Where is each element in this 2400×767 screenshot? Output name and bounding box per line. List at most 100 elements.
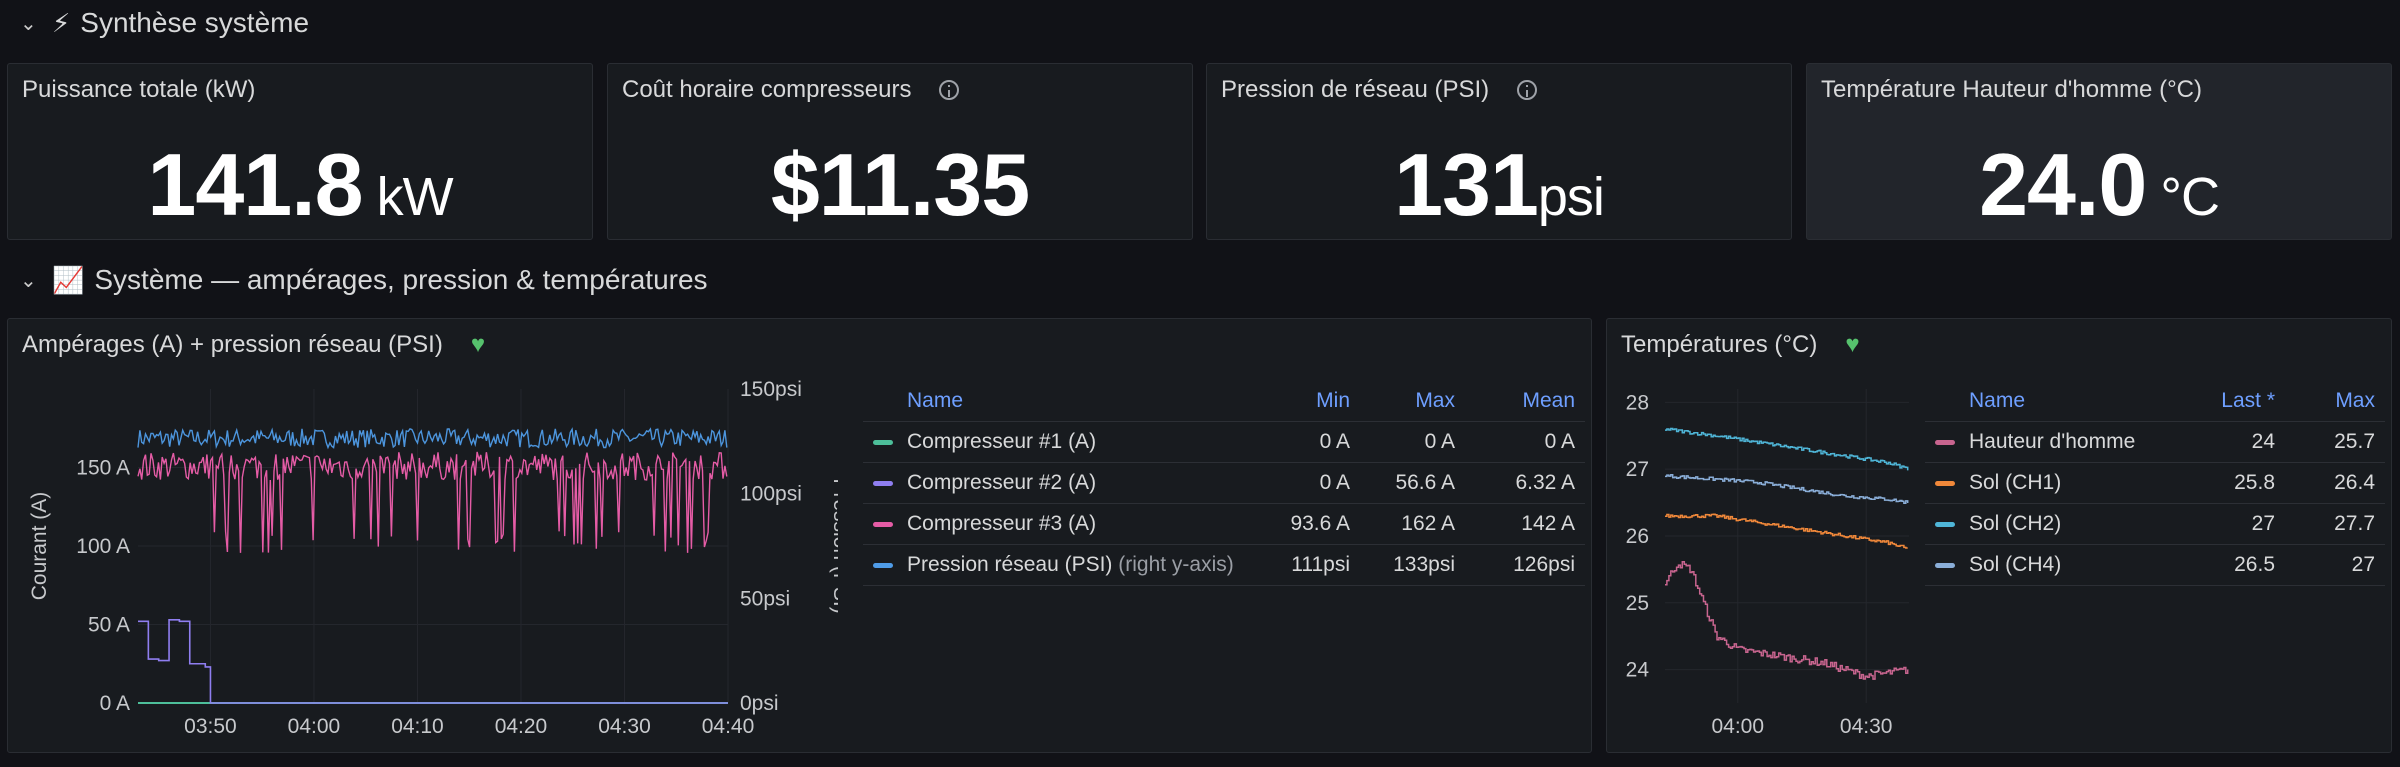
legend-max: 133psi bbox=[1350, 544, 1455, 586]
legend-header-mean[interactable]: Mean bbox=[1455, 389, 1585, 422]
legend-mean: 142 A bbox=[1455, 503, 1585, 545]
series-swatch bbox=[873, 480, 893, 486]
heart-icon: ♥ bbox=[1845, 331, 1860, 358]
series-pression bbox=[137, 427, 728, 450]
legend-min: 0 A bbox=[1260, 421, 1350, 463]
legend-mean: 6.32 A bbox=[1455, 462, 1585, 504]
y2-tick-label: 150psi bbox=[740, 378, 802, 401]
y2-tick-label: 100psi bbox=[740, 483, 802, 506]
stat-panel-temperature[interactable]: Température Hauteur d'homme (°C) 24.0 °C bbox=[1806, 63, 2392, 240]
legend-max: 0 A bbox=[1350, 421, 1455, 463]
legend-last: 26.5 bbox=[2180, 544, 2275, 586]
legend-min: 0 A bbox=[1260, 462, 1350, 504]
panel-title: Puissance totale (kW) bbox=[22, 76, 256, 103]
chevron-down-icon[interactable]: ⌄ bbox=[20, 269, 37, 292]
series-swatch bbox=[1935, 562, 1955, 568]
series-swatch bbox=[1935, 480, 1955, 486]
series-swatch bbox=[873, 521, 893, 527]
y2-tick-label: 0psi bbox=[740, 692, 779, 715]
y-tick-label: 28 bbox=[1626, 391, 1649, 414]
series-swatch bbox=[1935, 521, 1955, 527]
heart-icon: ♥ bbox=[470, 331, 486, 358]
legend-min: 93.6 A bbox=[1260, 503, 1350, 545]
panel-temperatures[interactable]: Températures (°C) ♥ 24 25 26 27 28 04:00 04:30… bbox=[1606, 318, 2392, 753]
legend-series-name: Sol (CH4) bbox=[1925, 544, 2180, 586]
legend-mean: 0 A bbox=[1455, 421, 1585, 463]
stat-value: 131psi bbox=[1394, 135, 1605, 234]
legend-last: 24 bbox=[2180, 421, 2275, 463]
legend-last: 25.8 bbox=[2180, 462, 2275, 504]
stat-unit: kW bbox=[376, 167, 454, 227]
legend-row[interactable]: Sol (CH1) 25.8 26.4 bbox=[1925, 462, 2385, 504]
y-tick-label: 26 bbox=[1626, 525, 1649, 548]
y-tick-label: 50 A bbox=[88, 614, 130, 637]
legend-series-name: Compresseur #1 (A) bbox=[863, 421, 1260, 463]
legend-max: 56.6 A bbox=[1350, 462, 1455, 504]
y-tick-label: 0 A bbox=[100, 692, 130, 715]
legend-max: 162 A bbox=[1350, 503, 1455, 545]
chevron-down-icon[interactable]: ⌄ bbox=[20, 12, 37, 35]
series-temp-1 bbox=[1665, 560, 1909, 680]
row-title: Synthèse système bbox=[80, 7, 310, 38]
x-tick-label: 04:30 bbox=[598, 715, 651, 738]
legend-max: 26.4 bbox=[2275, 462, 2385, 504]
x-tick-label: 03:50 bbox=[184, 715, 237, 738]
x-tick-label: 04:00 bbox=[1711, 715, 1764, 738]
stat-panel-puissance[interactable]: Puissance totale (kW) 141.8 kW bbox=[7, 63, 593, 240]
panel-amperages[interactable]: Ampérages (A) + pression réseau (PSI) ♥ … bbox=[7, 318, 1592, 753]
stat-value: $11.35 bbox=[770, 135, 1030, 234]
y2-axis-label: Pression (PSI) bbox=[829, 478, 838, 613]
legend-header-name[interactable]: Name bbox=[1925, 389, 2180, 422]
legend-mean: 126psi bbox=[1455, 544, 1585, 586]
legend-header-name[interactable]: Name bbox=[863, 389, 1260, 422]
info-icon[interactable] bbox=[939, 80, 960, 100]
info-icon[interactable] bbox=[1517, 80, 1538, 100]
x-tick-label: 04:40 bbox=[702, 715, 755, 738]
y2-tick-label: 50psi bbox=[740, 587, 790, 610]
stat-unit: °C bbox=[2160, 167, 2220, 227]
legend-header-last[interactable]: Last * bbox=[2180, 389, 2275, 422]
x-tick-label: 04:10 bbox=[391, 715, 444, 738]
legend-series-name: Sol (CH2) bbox=[1925, 503, 2180, 545]
row-header-synthese[interactable]: ⌄ ⚡ Synthèse système bbox=[20, 1, 309, 45]
panel-title: Coût horaire compresseurs bbox=[622, 76, 960, 104]
stat-panel-pression[interactable]: Pression de réseau (PSI) 131psi bbox=[1206, 63, 1792, 240]
legend-row[interactable]: Hauteur d'homme 24 25.7 bbox=[1925, 421, 2385, 463]
legend-series-name: Hauteur d'homme bbox=[1925, 421, 2180, 463]
temps-legend: Name Last * Max Hauteur d'homme 24 25.7 Sol… bbox=[1925, 389, 2385, 586]
series-swatch bbox=[873, 562, 893, 568]
series-temp-4 bbox=[1665, 474, 1909, 504]
y-tick-label: 24 bbox=[1626, 659, 1650, 682]
legend-max: 25.7 bbox=[2275, 421, 2385, 463]
panel-title: Températures (°C) ♥ bbox=[1621, 331, 1860, 358]
amps-chart[interactable]: 0 A 50 A 100 A 150 A 0psi 50psi 100psi 150psi 03… bbox=[8, 369, 838, 749]
series-compresseur-3 bbox=[137, 451, 728, 553]
legend-min: 111psi bbox=[1260, 544, 1350, 586]
stat-panel-cout[interactable]: Coût horaire compresseurs $11.35 bbox=[607, 63, 1193, 240]
row-header-systeme[interactable]: ⌄ 📈 Système — ampérages, pression & temp… bbox=[20, 258, 708, 302]
series-compresseur-2 bbox=[138, 618, 728, 704]
legend-series-name: Compresseur #2 (A) bbox=[863, 462, 1260, 504]
legend-row[interactable]: Pression réseau (PSI) (right y-axis) 111p… bbox=[863, 544, 1585, 586]
legend-header-max[interactable]: Max bbox=[2275, 389, 2385, 422]
row-title: Système — ampérages, pression & températ… bbox=[94, 264, 708, 295]
series-temp-3 bbox=[1665, 427, 1909, 471]
temps-chart[interactable]: 24 25 26 27 28 04:00 04:30 bbox=[1607, 369, 1917, 749]
legend-row[interactable]: Compresseur #3 (A) 93.6 A 162 A 142 A bbox=[863, 503, 1585, 545]
legend-row[interactable]: Compresseur #2 (A) 0 A 56.6 A 6.32 A bbox=[863, 462, 1585, 504]
chart-increasing-icon: 📈 bbox=[52, 264, 85, 295]
legend-row[interactable]: Sol (CH4) 26.5 27 bbox=[1925, 544, 2385, 586]
panel-title: Température Hauteur d'homme (°C) bbox=[1821, 76, 2202, 103]
legend-header-max[interactable]: Max bbox=[1350, 389, 1455, 422]
panel-title: Pression de réseau (PSI) bbox=[1221, 76, 1538, 104]
legend-row[interactable]: Sol (CH2) 27 27.7 bbox=[1925, 503, 2385, 545]
x-tick-label: 04:30 bbox=[1840, 715, 1893, 738]
y-tick-label: 100 A bbox=[76, 535, 130, 558]
y-tick-label: 27 bbox=[1626, 458, 1649, 481]
panel-title: Ampérages (A) + pression réseau (PSI) ♥ bbox=[22, 331, 486, 358]
y-tick-label: 25 bbox=[1626, 592, 1649, 615]
legend-max: 27 bbox=[2275, 544, 2385, 586]
legend-header-min[interactable]: Min bbox=[1260, 389, 1350, 422]
